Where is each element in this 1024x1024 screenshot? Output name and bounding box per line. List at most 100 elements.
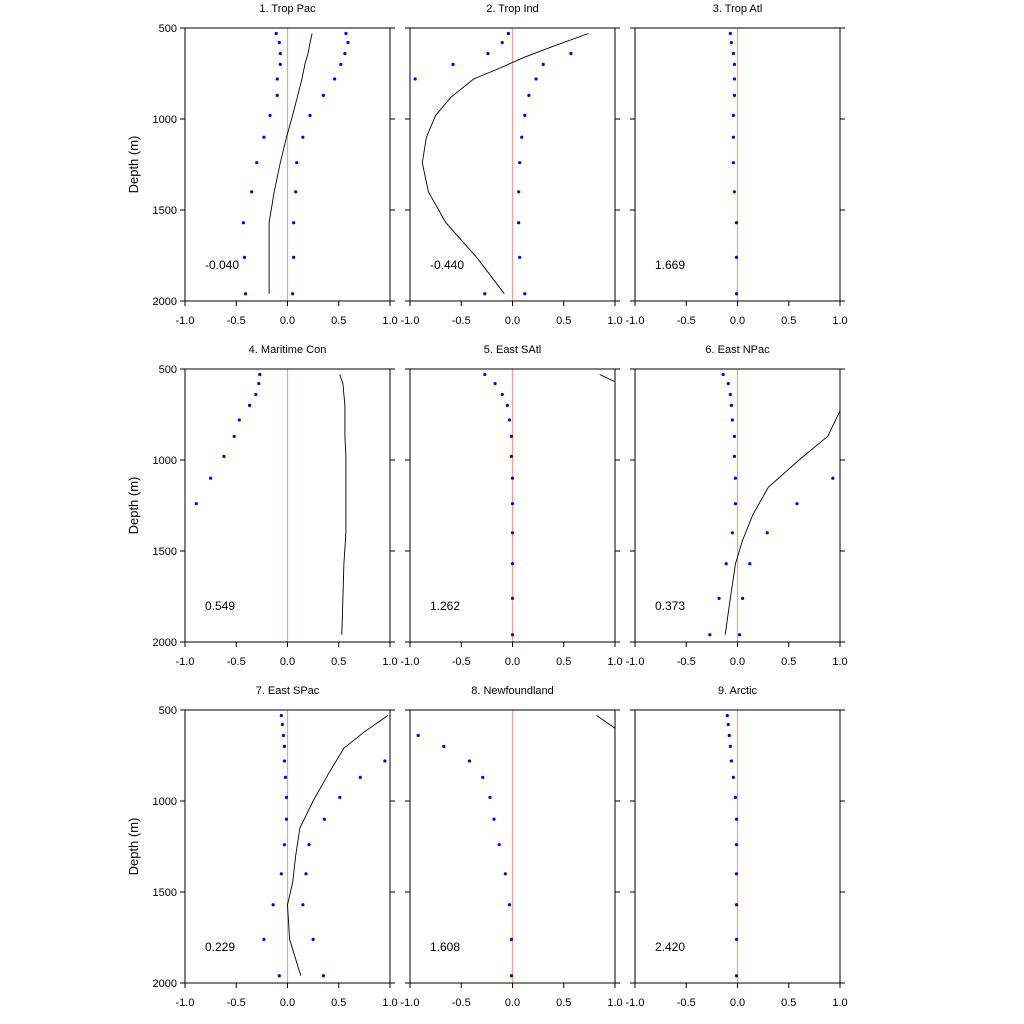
data-layer — [483, 372, 615, 637]
data-point — [728, 392, 732, 397]
data-point — [734, 872, 739, 876]
x-tick-label: -0.5 — [452, 656, 471, 668]
x-tick-label: 0.5 — [331, 997, 346, 1009]
data-point — [731, 775, 736, 779]
profile-curve — [724, 410, 840, 635]
x-tick-label: 1.0 — [382, 656, 397, 668]
data-point — [483, 292, 487, 296]
data-point — [451, 62, 455, 66]
data-point — [383, 759, 387, 763]
data-layer — [708, 372, 840, 637]
data-point — [292, 221, 296, 225]
data-point — [291, 292, 295, 296]
data-point — [734, 843, 739, 847]
panel-2: 2. Trop Ind -1.0 -0.5 0.0 0.5 1.0 -0.440 — [401, 3, 623, 327]
data-point — [507, 903, 512, 907]
data-point — [505, 403, 509, 407]
y-tick-label: 500 — [159, 364, 177, 376]
panel-title: 3. Trop Atl — [713, 3, 763, 15]
profile-curve — [421, 33, 589, 294]
data-point — [271, 903, 275, 907]
data-point — [255, 161, 259, 165]
data-point — [737, 633, 742, 637]
data-point — [274, 31, 278, 36]
data-point — [442, 744, 446, 749]
panel-annotation: -0.440 — [430, 258, 464, 272]
x-tick-label: -0.5 — [227, 315, 246, 327]
y-tick-label: 1500 — [153, 887, 177, 899]
data-point — [247, 403, 252, 407]
panel-9: 9. Arctic -1.0 -0.5 0.0 0.5 1.0 2.420 — [626, 685, 848, 1009]
data-point — [734, 255, 739, 259]
data-point — [275, 93, 279, 97]
data-point — [732, 454, 737, 458]
panel-annotation: 0.229 — [205, 940, 235, 954]
data-point — [728, 31, 732, 36]
data-point — [283, 775, 288, 779]
data-point — [510, 531, 515, 535]
data-point — [728, 744, 732, 749]
data-point — [726, 722, 730, 727]
data-point — [497, 843, 501, 847]
data-point — [250, 190, 254, 194]
data-point — [481, 775, 485, 779]
data-point — [733, 795, 738, 799]
panel-annotation: 0.549 — [205, 599, 235, 613]
data-point — [717, 596, 721, 600]
data-point — [413, 77, 417, 81]
x-tick-label: 0.5 — [781, 997, 796, 1009]
data-point — [279, 872, 283, 876]
data-point — [280, 722, 284, 727]
data-point — [282, 843, 287, 847]
x-tick-label: -0.5 — [227, 656, 246, 668]
panel-1: 1. Trop Pac -1.0 -0.5 0.0 0.5 1.0 500 1000 1500 2… — [126, 3, 398, 327]
panel-title: 9. Arctic — [718, 685, 758, 697]
panel-3: 3. Trop Atl -1.0 -0.5 0.0 0.5 1.0 1.669 — [626, 3, 848, 327]
data-layer — [416, 715, 615, 978]
x-tick-label: -1.0 — [176, 315, 195, 327]
x-tick-label: -0.5 — [452, 315, 471, 327]
panel-6: 6. East NPac -1.0 -0.5 0.0 0.5 1.0 0.373 — [626, 344, 848, 668]
data-point — [339, 62, 343, 66]
data-point — [509, 937, 514, 941]
panel-title: 6. East NPac — [705, 344, 770, 356]
data-point — [510, 562, 515, 566]
data-point — [295, 161, 299, 165]
panel-annotation: 0.373 — [655, 599, 685, 613]
x-tick-label: -1.0 — [626, 656, 645, 668]
data-point — [242, 255, 247, 259]
x-tick-label: 1.0 — [832, 315, 847, 327]
data-point — [731, 161, 736, 165]
data-point — [500, 40, 504, 45]
data-point — [734, 292, 739, 296]
y-tick-label: 2000 — [153, 637, 177, 649]
panel-title: 4. Maritime Con — [249, 344, 327, 356]
data-point — [486, 51, 490, 56]
y-tick-label: 2000 — [153, 296, 177, 308]
panel-4: 4. Maritime Con -1.0 -0.5 0.0 0.5 1.0 500 1000 1… — [126, 344, 398, 668]
data-point — [237, 418, 241, 422]
x-tick-label: -0.5 — [677, 656, 696, 668]
data-point — [734, 221, 739, 225]
data-point — [732, 93, 737, 97]
y-tick-label: 1000 — [153, 114, 177, 126]
data-layer — [241, 31, 350, 296]
x-tick-label: 1.0 — [382, 997, 397, 1009]
x-tick-label: 1.0 — [607, 997, 622, 1009]
data-point — [321, 974, 325, 978]
data-point — [343, 51, 347, 56]
panel-annotation: 1.608 — [430, 940, 460, 954]
x-tick-label: 0.5 — [556, 315, 571, 327]
profile-curve — [339, 374, 347, 635]
data-point — [500, 392, 504, 397]
data-point — [492, 817, 496, 821]
x-tick-label: 0.0 — [505, 315, 520, 327]
data-point — [510, 476, 515, 480]
x-tick-label: 0.5 — [556, 997, 571, 1009]
data-point — [708, 633, 712, 637]
data-point — [279, 713, 283, 718]
data-point — [731, 51, 736, 56]
data-point — [194, 502, 198, 506]
panel-title: 1. Trop Pac — [259, 3, 316, 15]
data-point — [282, 744, 287, 749]
